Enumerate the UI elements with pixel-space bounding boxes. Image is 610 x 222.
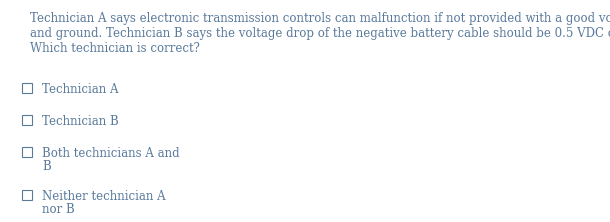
- Bar: [22, 147, 32, 157]
- Text: Technician B: Technician B: [42, 115, 119, 128]
- Text: and ground. Technician B says the voltage drop of the negative battery cable sho: and ground. Technician B says the voltag…: [30, 27, 610, 40]
- Text: nor B: nor B: [42, 203, 75, 216]
- Text: Technician A says electronic transmission controls can malfunction if not provid: Technician A says electronic transmissio…: [30, 12, 610, 25]
- Text: Both technicians A and: Both technicians A and: [42, 147, 179, 160]
- Text: Neither technician A: Neither technician A: [42, 190, 166, 203]
- Text: Which technician is correct?: Which technician is correct?: [30, 42, 200, 55]
- Bar: [22, 190, 32, 200]
- Bar: [22, 115, 32, 125]
- Text: B: B: [42, 160, 51, 173]
- Bar: [22, 83, 32, 93]
- Text: Technician A: Technician A: [42, 83, 118, 96]
